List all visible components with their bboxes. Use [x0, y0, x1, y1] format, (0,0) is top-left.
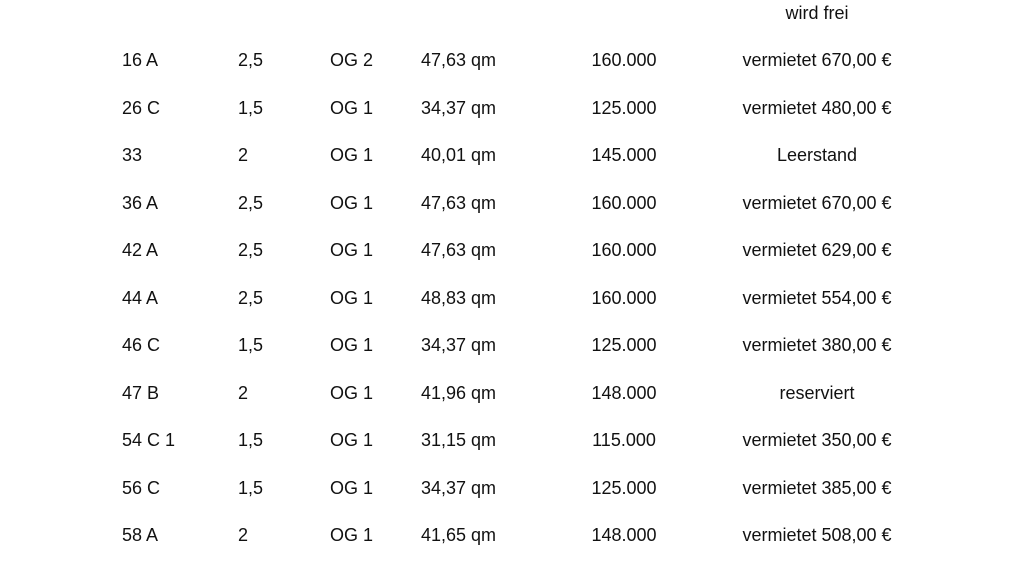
status-cell: vermietet 480,00 € — [742, 97, 892, 118]
rooms-cell: 1,5 — [238, 477, 264, 498]
price-cell: 145.000 — [591, 145, 657, 165]
unit-cell: 54 C 1 — [122, 430, 176, 450]
rooms-cell: 2 — [238, 145, 249, 165]
floor-cell: OG 1 — [330, 335, 374, 355]
price-cell: 160.000 — [591, 192, 657, 213]
floor-cell: OG 1 — [330, 240, 374, 260]
rooms-cell: 2,5 — [238, 287, 264, 308]
status-cell: vermietet 350,00 € — [742, 430, 892, 450]
price-cell: 160.000 — [591, 50, 657, 70]
unit-cell: 16 A — [122, 50, 159, 70]
rooms-cell: 1,5 — [238, 335, 264, 355]
floor-cell: OG 1 — [330, 97, 374, 118]
rooms-cell: 2 — [238, 382, 249, 403]
status-cell: vermietet 670,00 € — [742, 50, 892, 70]
price-cell: 148.000 — [591, 525, 657, 545]
floor-cell: OG 1 — [330, 477, 374, 498]
area-cell: 48,83 qm — [421, 287, 497, 308]
status-note: wird frei — [785, 3, 849, 23]
floor-cell: OG 1 — [330, 525, 374, 545]
rooms-cell: 2,5 — [238, 50, 264, 70]
area-cell: 34,37 qm — [421, 477, 497, 498]
rooms-cell: 2 — [238, 525, 249, 545]
area-cell: 41,96 qm — [421, 382, 497, 403]
floor-cell: OG 1 — [330, 287, 374, 308]
price-cell: 148.000 — [591, 382, 657, 403]
unit-cell: 47 B — [122, 382, 160, 403]
price-cell: 160.000 — [591, 240, 657, 260]
area-cell: 41,65 qm — [421, 525, 497, 545]
price-cell: 125.000 — [591, 97, 657, 118]
status-cell: vermietet 508,00 € — [742, 525, 892, 545]
unit-cell: 42 A — [122, 240, 159, 260]
price-cell: 125.000 — [591, 335, 657, 355]
unit-cell: 36 A — [122, 192, 159, 213]
rooms-cell: 1,5 — [238, 97, 264, 118]
area-cell: 47,63 qm — [421, 192, 497, 213]
area-cell: 47,63 qm — [421, 50, 497, 70]
area-cell: 31,15 qm — [421, 430, 497, 450]
rooms-cell: 2,5 — [238, 240, 264, 260]
unit-cell: 56 C — [122, 477, 161, 498]
floor-cell: OG 1 — [330, 382, 374, 403]
floor-cell: OG 1 — [330, 192, 374, 213]
price-cell: 125.000 — [591, 477, 657, 498]
area-cell: 34,37 qm — [421, 335, 497, 355]
unit-cell: 58 A — [122, 525, 159, 545]
rooms-cell: 2,5 — [238, 192, 264, 213]
status-cell: vermietet 629,00 € — [742, 240, 892, 260]
floor-cell: OG 1 — [330, 430, 374, 450]
area-cell: 34,37 qm — [421, 97, 497, 118]
floor-cell: OG 1 — [330, 145, 374, 165]
area-cell: 40,01 qm — [421, 145, 497, 165]
status-cell: reserviert — [779, 382, 855, 403]
unit-cell: 33 — [122, 145, 143, 165]
price-cell: 160.000 — [591, 287, 657, 308]
unit-cell: 44 A — [122, 287, 159, 308]
unit-cell: 26 C — [122, 97, 161, 118]
price-cell: 115.000 — [592, 430, 656, 450]
unit-cell: 46 C — [122, 335, 161, 355]
status-cell: vermietet 554,00 € — [742, 287, 892, 308]
status-cell: vermietet 380,00 € — [742, 335, 892, 355]
area-cell: 47,63 qm — [421, 240, 497, 260]
status-cell: vermietet 670,00 € — [742, 192, 892, 213]
status-cell: vermietet 385,00 € — [742, 477, 892, 498]
rooms-cell: 1,5 — [238, 430, 264, 450]
status-cell: Leerstand — [776, 145, 858, 165]
floor-cell: OG 2 — [330, 50, 374, 70]
